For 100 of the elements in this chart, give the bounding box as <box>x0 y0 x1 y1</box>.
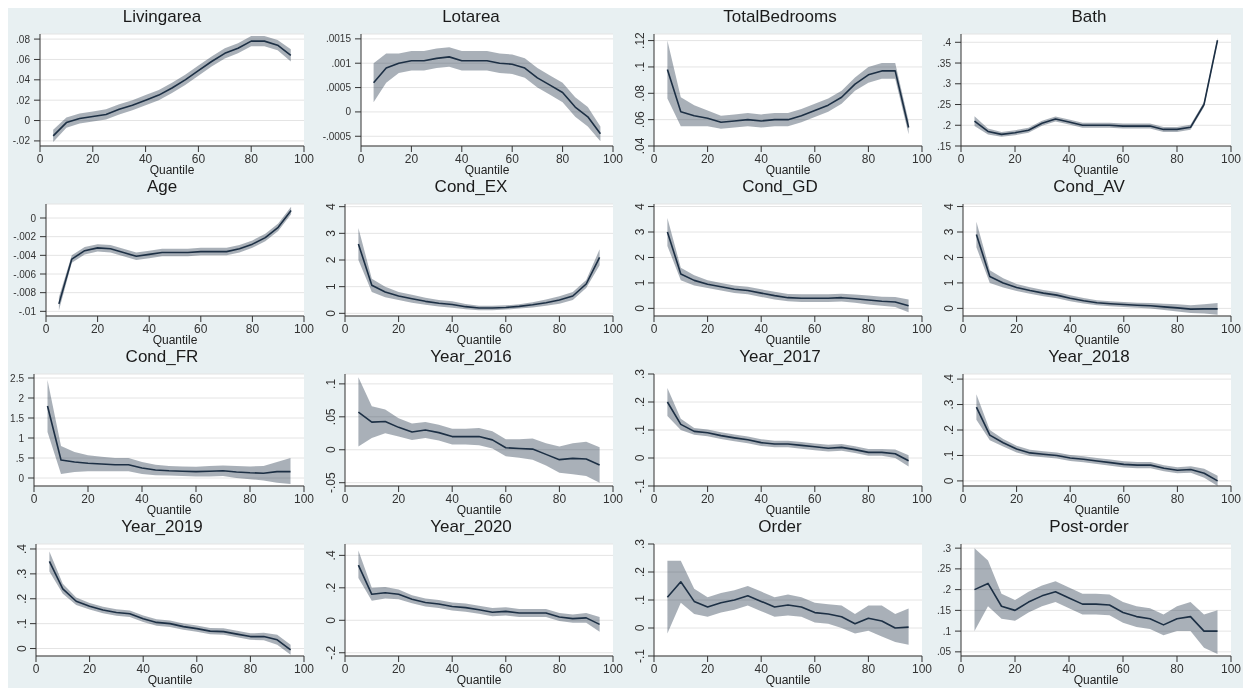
x-tick-label: 40 <box>136 661 151 676</box>
line-series <box>666 231 910 307</box>
line-series <box>357 564 601 626</box>
x-tick-label: 80 <box>243 661 258 676</box>
chart-title: Year_2016 <box>429 347 513 366</box>
x-axis-title: Quantile <box>1074 503 1120 517</box>
y-tick-label: .0015 <box>325 33 352 45</box>
x-tick-label: 40 <box>445 321 460 336</box>
y-tick-label: -.2 <box>324 645 338 660</box>
y-tick-label: 1 <box>942 279 956 287</box>
y-tick-label: -.006 <box>13 268 37 280</box>
x-tick-label: 20 <box>1008 151 1022 166</box>
x-tick-label: 20 <box>90 321 105 336</box>
x-tick-label: 100 <box>602 661 624 676</box>
chart-title: Cond_FR <box>124 347 200 366</box>
x-tick-label: 100 <box>1220 661 1242 676</box>
x-axis-title: Quantile <box>456 673 502 687</box>
y-tick-label: 2.5 <box>10 372 25 384</box>
x-tick-label: 100 <box>911 661 933 676</box>
y-tick-label: .08 <box>16 33 31 45</box>
y-tick-label: 1 <box>18 432 25 444</box>
y-tick-label: 0 <box>324 446 338 454</box>
y-tick-label: .2 <box>942 584 952 596</box>
y-tick-label: .4 <box>942 373 956 385</box>
x-tick-label: 60 <box>1116 661 1130 676</box>
y-tick-label: 2 <box>633 253 647 261</box>
x-tick-label: 60 <box>499 661 513 676</box>
x-tick-label: 60 <box>808 321 822 336</box>
y-tick-label: .2 <box>942 424 956 436</box>
x-tick-label: 40 <box>1062 151 1076 166</box>
x-tick-label: 40 <box>754 491 769 506</box>
x-tick-label: 80 <box>861 321 876 336</box>
y-tick-label: .3 <box>15 568 29 579</box>
chart-title: Cond_GD <box>741 177 819 196</box>
line-series <box>666 401 910 462</box>
y-tick-label: .15 <box>937 604 952 616</box>
y-tick-label: .1 <box>942 625 952 637</box>
y-tick-label: 0 <box>324 309 338 317</box>
y-tick-label: 3 <box>942 228 956 236</box>
line-series <box>372 56 602 135</box>
y-tick-label: .0005 <box>325 82 352 94</box>
x-tick-label: 100 <box>602 491 624 506</box>
x-axis-title: Quantile <box>765 503 811 517</box>
line-series <box>973 582 1219 632</box>
y-tick-label: .3 <box>942 78 952 90</box>
y-tick-label: 4 <box>942 202 956 210</box>
x-tick-label: 100 <box>911 151 933 166</box>
y-tick-label: -.0005 <box>322 130 352 142</box>
chart-title: Year_2017 <box>738 347 822 366</box>
x-tick-label: 60 <box>808 661 822 676</box>
y-tick-label: .04 <box>16 74 31 86</box>
y-tick-label: .4 <box>324 550 338 561</box>
x-tick-label: 100 <box>1220 151 1242 166</box>
x-axis-title: Quantile <box>456 503 502 517</box>
y-tick-label: .1 <box>942 450 956 461</box>
y-tick-label: 1.5 <box>10 412 25 424</box>
chart-title: Year_2020 <box>429 517 513 536</box>
x-axis-title: Quantile <box>456 333 502 347</box>
x-axis-title: Quantile <box>765 163 811 177</box>
x-tick-label: 20 <box>391 321 406 336</box>
y-tick-label: 0 <box>324 616 338 624</box>
x-tick-label: 20 <box>86 151 100 166</box>
x-tick-label: 80 <box>861 661 876 676</box>
x-axis-title: Quantile <box>1074 333 1120 347</box>
y-tick-label: -.1 <box>633 648 647 664</box>
x-tick-label: 40 <box>1063 321 1078 336</box>
x-tick-label: 40 <box>445 491 460 506</box>
y-tick-label: 0 <box>18 472 25 484</box>
y-tick-label: -.004 <box>13 249 37 261</box>
x-tick-label: 80 <box>1170 151 1184 166</box>
x-tick-label: 60 <box>808 151 822 166</box>
x-tick-label: 40 <box>754 151 769 166</box>
y-tick-label: .1 <box>633 61 647 72</box>
x-tick-label: 60 <box>499 321 513 336</box>
x-tick-label: 100 <box>293 151 315 166</box>
x-tick-label: 20 <box>81 491 95 506</box>
x-axis-title: Quantile <box>152 333 198 347</box>
x-tick-label: 40 <box>445 661 460 676</box>
x-tick-label: 80 <box>1170 491 1185 506</box>
y-tick-label: -.008 <box>13 287 37 299</box>
y-tick-label: 0 <box>633 624 647 632</box>
x-tick-label: 60 <box>190 661 204 676</box>
x-tick-label: 20 <box>82 661 97 676</box>
x-axis-title: Quantile <box>147 673 193 687</box>
x-tick-label: 40 <box>455 151 469 166</box>
y-tick-label: 3 <box>633 228 647 236</box>
y-tick-label: .5 <box>15 452 25 464</box>
x-axis-title: Quantile <box>464 163 510 177</box>
x-tick-label: 60 <box>191 151 206 166</box>
y-tick-label: 1 <box>633 279 647 287</box>
x-tick-label: 0 <box>42 321 50 336</box>
x-tick-label: 100 <box>293 491 315 506</box>
x-tick-label: 40 <box>142 321 157 336</box>
y-tick-label: 4 <box>324 203 338 211</box>
y-tick-label: .2 <box>324 582 338 593</box>
x-tick-label: 0 <box>650 321 658 336</box>
x-tick-label: 80 <box>555 151 570 166</box>
x-axis-title: Quantile <box>146 503 192 517</box>
y-tick-label: .3 <box>633 538 647 550</box>
x-tick-label: 80 <box>243 491 257 506</box>
